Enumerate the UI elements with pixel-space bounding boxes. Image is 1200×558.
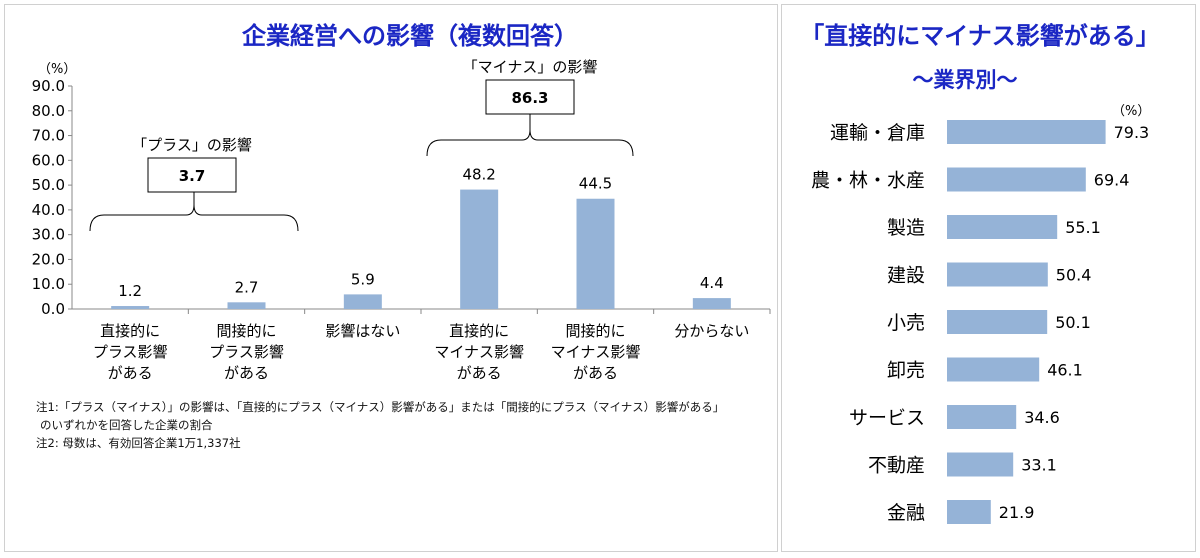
industry-value-label: 46.1 [1047,361,1083,380]
y-tick-label: 30.0 [32,226,65,244]
chart-notes: 注1:「プラス（マイナス）」の影響は、「直接的にプラス（マイナス）影響がある」ま… [36,398,766,452]
industry-bar [947,167,1086,192]
category-label: マイナス影響 [434,343,524,361]
industry-label: 運輸・倉庫 [830,122,925,144]
industry-bar [947,262,1048,287]
industry-label: 建設 [887,265,925,287]
category-label: がある [224,364,269,382]
industry-bar [947,405,1017,429]
industry-label: 小売 [887,312,925,334]
y-tick-label: 50.0 [32,176,65,194]
left-chart-panel [4,4,778,552]
bar [692,298,731,309]
right-x-unit: （%） [1112,104,1151,119]
industry-bar [947,500,991,524]
category-label: 間接的に [565,322,625,340]
industry-bar [947,120,1106,144]
bar [227,302,266,309]
category-label: 分からない [674,322,749,340]
y-tick-label: 70.0 [32,127,65,145]
y-tick-label: 20.0 [32,250,65,268]
category-label: プラス影響 [93,343,168,361]
y-tick-label: 80.0 [32,102,65,120]
industry-value-label: 79.3 [1114,123,1150,142]
note-line-2: のいずれかを回答した企業の割合 [40,418,213,432]
industry-bar [947,215,1058,239]
minus-total-value: 86.3 [511,89,548,107]
left-y-unit: （%） [38,62,77,77]
industry-label: 卸売 [887,360,925,382]
category-label: マイナス影響 [551,343,641,361]
industry-value-label: 50.1 [1055,313,1091,332]
y-tick-label: 10.0 [32,275,65,293]
industry-label: サービス [849,407,925,429]
category-label: 直接的に [100,322,160,340]
y-tick-label: 40.0 [32,201,65,219]
right-bar-chart: 79.3 運輸・倉庫 69.4 農・林・水産 55.1 製造 50.4 建設 50.1 小売 46.… [811,120,1150,524]
left-bar-chart: 0.0 10.0 20.0 30.0 40.0 50.0 60.0 70.0 80.0 90.0 1… [32,58,771,382]
industry-label: 製造 [887,217,925,239]
industry-value-label: 21.9 [999,503,1035,522]
category-label: がある [573,364,618,382]
bar-value-label: 2.7 [235,278,259,296]
category-label: がある [457,364,502,382]
y-tick-label: 90.0 [32,77,65,95]
bar-value-label: 1.2 [118,282,142,300]
category-label: 直接的に [449,322,509,340]
industry-label: 金融 [887,502,925,524]
industry-value-label: 34.6 [1024,408,1060,427]
plus-brace [89,204,299,232]
bar-value-label: 48.2 [462,166,495,184]
left-chart-title: 企業経営への影響（複数回答） [242,22,578,50]
industry-label: 農・林・水産 [811,170,925,192]
industry-bar [947,310,1048,334]
bar [111,306,150,309]
right-chart-title: 「直接的にマイナス影響がある」 [800,22,1160,50]
note-line-3: 注2: 母数は、有効回答企業1万1,337社 [36,436,241,450]
category-label: プラス影響 [209,343,284,361]
category-label: がある [108,364,153,382]
y-tick-label: 0.0 [41,300,65,318]
industry-value-label: 69.4 [1094,171,1130,190]
bar [576,198,615,309]
right-chart-subtitle: ～業界別～ [912,68,1018,92]
category-label: 間接的に [216,322,276,340]
right-chart-panel [781,4,1196,552]
industry-value-label: 50.4 [1056,266,1092,285]
bar [460,189,499,309]
bar-value-label: 44.5 [579,175,612,193]
y-tick-label: 60.0 [32,151,65,169]
category-label: 影響はない [325,322,400,340]
industry-bar [947,357,1040,382]
minus-total-box [485,79,575,115]
minus-annotation-label: 「マイナス」の影響 [463,58,598,76]
industry-value-label: 33.1 [1021,456,1057,475]
industry-value-label: 55.1 [1065,218,1101,237]
note-line-1: 注1:「プラス（マイナス）」の影響は、「直接的にプラス（マイナス）影響がある」ま… [36,400,725,414]
minus-brace [426,129,634,157]
industry-bar [947,452,1014,477]
plus-total-value: 3.7 [179,167,206,185]
bar-value-label: 4.4 [700,274,724,292]
plus-annotation-label: 「プラス」の影響 [132,136,252,154]
bar-value-label: 5.9 [351,270,375,288]
plus-total-box [147,157,237,193]
industry-label: 不動産 [868,455,925,477]
bar [343,294,382,309]
